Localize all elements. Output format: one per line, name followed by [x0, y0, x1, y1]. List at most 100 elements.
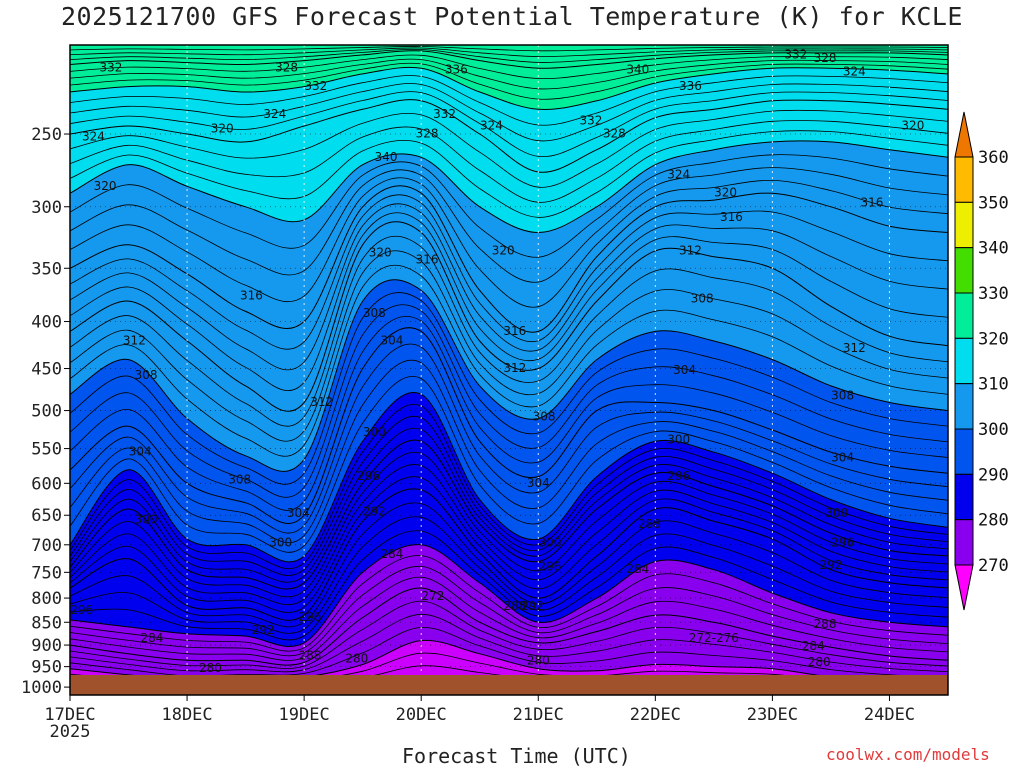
isentrope-minor — [70, 451, 948, 598]
contour-label: 300 — [667, 432, 690, 446]
isentrope-minor — [70, 576, 948, 661]
isentrope-minor — [70, 555, 948, 652]
contour-label: 300 — [363, 425, 386, 439]
axis-ticks: 250 300 350 400 450 500 550 600 650 700 750 800 850 9… — [21, 125, 915, 742]
y-tick-label: 950 — [31, 658, 62, 678]
x-tick-label: 23DEC — [747, 705, 798, 725]
colorbar-segment — [954, 383, 974, 430]
colorbar-label: 280 — [978, 511, 1009, 531]
contour-label: 332 — [304, 79, 327, 93]
isentrope-minor — [70, 194, 948, 350]
isentrope-minor — [70, 250, 948, 442]
terrain — [70, 675, 948, 695]
contour-label: 304 — [129, 445, 152, 459]
isentrope-minor — [70, 403, 948, 570]
contour-label: 292 — [363, 505, 386, 519]
contour-label: 272 — [421, 589, 444, 603]
x-tick-label: 24DEC — [864, 705, 915, 725]
y-tick-label: 250 — [31, 125, 62, 145]
isentrope-minor — [70, 235, 948, 427]
contour-label: 328 — [416, 127, 439, 141]
isentrope-minor — [70, 91, 948, 158]
isentrope-minor — [70, 83, 948, 142]
isentrope-minor — [70, 167, 948, 283]
contour-label: 320 — [94, 179, 117, 193]
contour-label: 324 — [480, 118, 503, 132]
contour-label: 284 — [140, 631, 163, 645]
contour-label: 304 — [380, 334, 403, 348]
contour-label: 300 — [269, 536, 292, 550]
y-tick-label: 500 — [31, 402, 62, 422]
isentrope-minor — [70, 613, 948, 673]
contour-label: 316 — [503, 324, 526, 338]
isentrope-320 — [70, 140, 948, 234]
colorbar-label: 270 — [978, 556, 1009, 576]
colorbar-segment — [954, 428, 974, 475]
colorbar-segment — [954, 519, 974, 566]
isentrope-292 — [70, 488, 948, 621]
contour-label: 292 — [819, 558, 842, 572]
contour-label: 308 — [691, 291, 714, 305]
x-tick-label: 17DEC — [44, 705, 95, 725]
contour-label: 316 — [416, 253, 439, 267]
isentrope-minor — [70, 464, 948, 605]
colorbar-label: 340 — [978, 239, 1009, 259]
contour-label: 316 — [720, 210, 743, 224]
contour-label: 284 — [626, 562, 649, 576]
isentrope-minor — [70, 516, 948, 634]
credit-text: coolwx.com/models — [826, 745, 990, 764]
y-tick-label: 750 — [31, 563, 62, 583]
isentrope-312 — [70, 221, 948, 412]
isentrope-minor — [70, 47, 948, 58]
contour-label: 332 — [433, 107, 456, 121]
colorbar-label: 360 — [978, 148, 1009, 168]
chart-title: 2025121700 GFS Forecast Potential Temper… — [61, 2, 963, 31]
contour-label: 308 — [831, 388, 854, 402]
contour-label: 332 — [784, 47, 807, 61]
isentrope-minor — [70, 600, 948, 669]
isentrope-lines — [70, 45, 948, 692]
colorbar-bottom-arrow — [954, 564, 974, 611]
contour-label: 320 — [492, 243, 515, 257]
isentrope-minor — [70, 304, 948, 498]
contour-label: 324 — [843, 64, 866, 78]
colorbar-label: 320 — [978, 329, 1009, 349]
contour-label: 284 — [380, 547, 403, 561]
isentrope-minor — [70, 376, 948, 553]
colorbar-label: 300 — [978, 420, 1009, 440]
isentrope-minor — [70, 502, 948, 628]
isentrope-minor — [70, 48, 948, 63]
isentrope-300 — [70, 392, 948, 563]
isentrope-324 — [70, 99, 948, 173]
contour-label: 332 — [579, 114, 602, 128]
isentrope-288 — [70, 544, 948, 647]
colorbar-segment — [954, 473, 974, 521]
contour-label: 292 — [521, 599, 544, 613]
contour-label: 320 — [901, 118, 924, 132]
colorbar-segment — [954, 201, 974, 249]
contour-label: 284 — [802, 639, 825, 653]
colorbar-label: 290 — [978, 465, 1009, 485]
y-tick-label: 900 — [31, 636, 62, 656]
isentrope-minor — [70, 203, 948, 371]
isentrope-minor — [70, 120, 948, 203]
isentrope-minor — [70, 130, 948, 218]
contour-label: 324 — [667, 167, 690, 181]
contour-label: 280 — [199, 661, 222, 675]
isentrope-332 — [70, 50, 948, 69]
isentrope-284 — [70, 587, 948, 666]
contour-label: 288 — [814, 617, 837, 631]
isentrope-minor — [70, 292, 948, 485]
contour-label: 308 — [533, 409, 556, 423]
y-tick-label: 600 — [31, 474, 62, 494]
contour-label: 296 — [831, 536, 854, 550]
isentrope-304 — [70, 327, 948, 524]
contour-label: 300 — [539, 536, 562, 550]
isentrope-minor — [70, 109, 948, 188]
y-tick-label: 850 — [31, 613, 62, 633]
x-axis-label: Forecast Time (UTC) — [402, 744, 631, 768]
y-tick-label: 700 — [31, 536, 62, 556]
plot-frame — [69, 44, 949, 696]
y-tick-label: 1000 — [21, 678, 62, 698]
